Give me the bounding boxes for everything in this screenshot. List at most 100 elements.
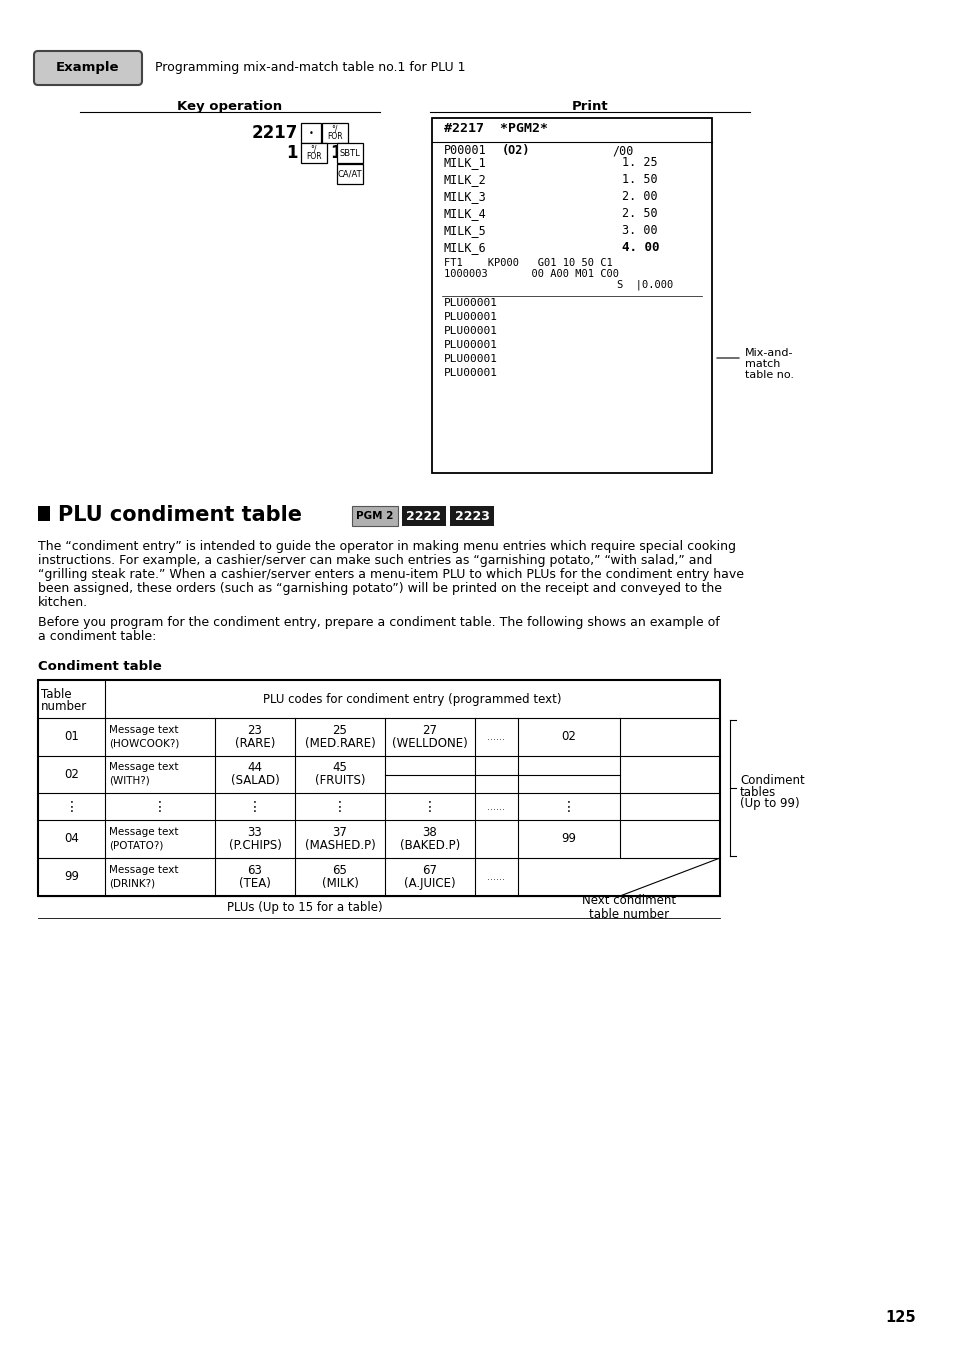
Text: 1. 25: 1. 25 xyxy=(621,156,657,169)
Text: Message text: Message text xyxy=(109,827,178,836)
Text: (MILK): (MILK) xyxy=(321,877,358,889)
Text: 02: 02 xyxy=(64,768,79,781)
Text: Message text: Message text xyxy=(109,762,178,773)
Text: (HOWCOOK?): (HOWCOOK?) xyxy=(109,738,179,747)
Text: ......: ...... xyxy=(487,871,505,882)
Text: °/: °/ xyxy=(332,125,338,134)
Text: Key operation: Key operation xyxy=(177,100,282,113)
Text: 02: 02 xyxy=(561,731,576,743)
Text: been assigned, these orders (such as “garnishing potato”) will be printed on the: been assigned, these orders (such as “ga… xyxy=(38,581,721,595)
FancyBboxPatch shape xyxy=(336,165,363,183)
Text: CA/AT: CA/AT xyxy=(337,170,362,178)
Text: tables: tables xyxy=(740,785,776,799)
Text: 37: 37 xyxy=(333,826,347,839)
Text: Message text: Message text xyxy=(109,724,178,735)
FancyBboxPatch shape xyxy=(322,123,348,143)
Text: (RARE): (RARE) xyxy=(234,737,274,750)
Text: PLUs (Up to 15 for a table): PLUs (Up to 15 for a table) xyxy=(227,901,382,913)
Text: (BAKED.P): (BAKED.P) xyxy=(399,839,459,851)
Text: Mix-and-: Mix-and- xyxy=(744,348,793,357)
Text: •: • xyxy=(308,128,314,138)
Text: /00: /00 xyxy=(612,144,633,156)
Text: 23: 23 xyxy=(247,723,262,737)
Text: (A.JUICE): (A.JUICE) xyxy=(404,877,456,889)
Text: 1. 50: 1. 50 xyxy=(621,173,657,186)
Bar xyxy=(352,506,397,526)
Text: (POTATO?): (POTATO?) xyxy=(109,840,163,850)
Text: 99: 99 xyxy=(561,832,576,846)
Text: 44: 44 xyxy=(247,761,262,774)
FancyBboxPatch shape xyxy=(34,51,142,85)
Text: instructions. For example, a cashier/server can make such entries as “garnishing: instructions. For example, a cashier/ser… xyxy=(38,554,712,567)
Text: ⋮: ⋮ xyxy=(65,800,78,813)
Text: 67: 67 xyxy=(422,863,437,877)
Text: 1: 1 xyxy=(330,144,341,162)
Text: a condiment table:: a condiment table: xyxy=(38,630,156,643)
Text: ⋮: ⋮ xyxy=(248,800,262,813)
Text: PLU00001: PLU00001 xyxy=(443,340,497,349)
Text: ......: ...... xyxy=(487,801,505,812)
Text: 2. 00: 2. 00 xyxy=(621,190,657,202)
Text: 1000003       00 A00 M01 C00: 1000003 00 A00 M01 C00 xyxy=(443,268,618,279)
Bar xyxy=(450,506,494,526)
Text: (SALAD): (SALAD) xyxy=(231,774,279,786)
Text: P00001: P00001 xyxy=(443,144,486,156)
Text: 99: 99 xyxy=(64,870,79,884)
Text: (O2): (O2) xyxy=(501,144,530,156)
Text: S  |0.000: S |0.000 xyxy=(617,281,673,290)
FancyBboxPatch shape xyxy=(336,143,363,163)
Text: FT1    KP000   G01 10 50 C1: FT1 KP000 G01 10 50 C1 xyxy=(443,258,612,268)
Text: 65: 65 xyxy=(333,863,347,877)
FancyBboxPatch shape xyxy=(301,123,320,143)
Bar xyxy=(38,680,720,896)
Text: kitchen.: kitchen. xyxy=(38,596,88,608)
Text: PLU00001: PLU00001 xyxy=(443,298,497,308)
Text: ......: ...... xyxy=(487,733,505,742)
Text: MILK_1: MILK_1 xyxy=(443,156,486,169)
Text: Condiment: Condiment xyxy=(740,773,804,786)
Text: 2. 50: 2. 50 xyxy=(621,206,657,220)
Text: (WITH?): (WITH?) xyxy=(109,776,150,785)
Text: Programming mix-and-match table no.1 for PLU 1: Programming mix-and-match table no.1 for… xyxy=(154,62,465,74)
Text: PLU00001: PLU00001 xyxy=(443,312,497,322)
Text: (DRINK?): (DRINK?) xyxy=(109,878,155,888)
Text: #2217  *PGM2*: #2217 *PGM2* xyxy=(443,121,547,135)
Text: 125: 125 xyxy=(884,1310,915,1326)
Text: Before you program for the condiment entry, prepare a condiment table. The follo: Before you program for the condiment ent… xyxy=(38,616,719,629)
Text: SBTL: SBTL xyxy=(339,148,360,158)
Text: 33: 33 xyxy=(248,826,262,839)
Text: ⋮: ⋮ xyxy=(152,800,167,813)
Text: 04: 04 xyxy=(64,832,79,846)
Text: ⋮: ⋮ xyxy=(561,800,576,813)
Text: “grilling steak rate.” When a cashier/server enters a menu-item PLU to which PLU: “grilling steak rate.” When a cashier/se… xyxy=(38,568,743,581)
Text: (FRUITS): (FRUITS) xyxy=(314,774,365,786)
Text: 25: 25 xyxy=(333,723,347,737)
Text: 3. 00: 3. 00 xyxy=(621,224,657,237)
Text: 45: 45 xyxy=(333,761,347,774)
Text: MILK_6: MILK_6 xyxy=(443,241,486,254)
Text: ⋮: ⋮ xyxy=(422,800,436,813)
Text: (Up to 99): (Up to 99) xyxy=(740,797,799,811)
Text: MILK_3: MILK_3 xyxy=(443,190,486,202)
Text: °/: °/ xyxy=(311,144,317,154)
Bar xyxy=(38,506,50,521)
Text: PLU00001: PLU00001 xyxy=(443,368,497,378)
Text: number: number xyxy=(41,700,87,714)
Text: Condiment table: Condiment table xyxy=(38,660,162,673)
Text: 2223: 2223 xyxy=(454,510,489,522)
Text: PLU condiment table: PLU condiment table xyxy=(58,505,302,525)
Text: Table: Table xyxy=(41,688,71,701)
Text: (P.CHIPS): (P.CHIPS) xyxy=(229,839,281,851)
Bar xyxy=(401,506,446,526)
Text: (TEA): (TEA) xyxy=(239,877,271,889)
Text: Print: Print xyxy=(571,100,608,113)
FancyBboxPatch shape xyxy=(301,143,327,163)
Text: MILK_4: MILK_4 xyxy=(443,206,486,220)
Text: MILK_5: MILK_5 xyxy=(443,224,486,237)
Text: 63: 63 xyxy=(247,863,262,877)
Text: 4. 00: 4. 00 xyxy=(621,241,659,254)
Text: ⋮: ⋮ xyxy=(333,800,347,813)
Text: MILK_2: MILK_2 xyxy=(443,173,486,186)
Text: PLU00001: PLU00001 xyxy=(443,326,497,336)
Bar xyxy=(432,117,711,473)
